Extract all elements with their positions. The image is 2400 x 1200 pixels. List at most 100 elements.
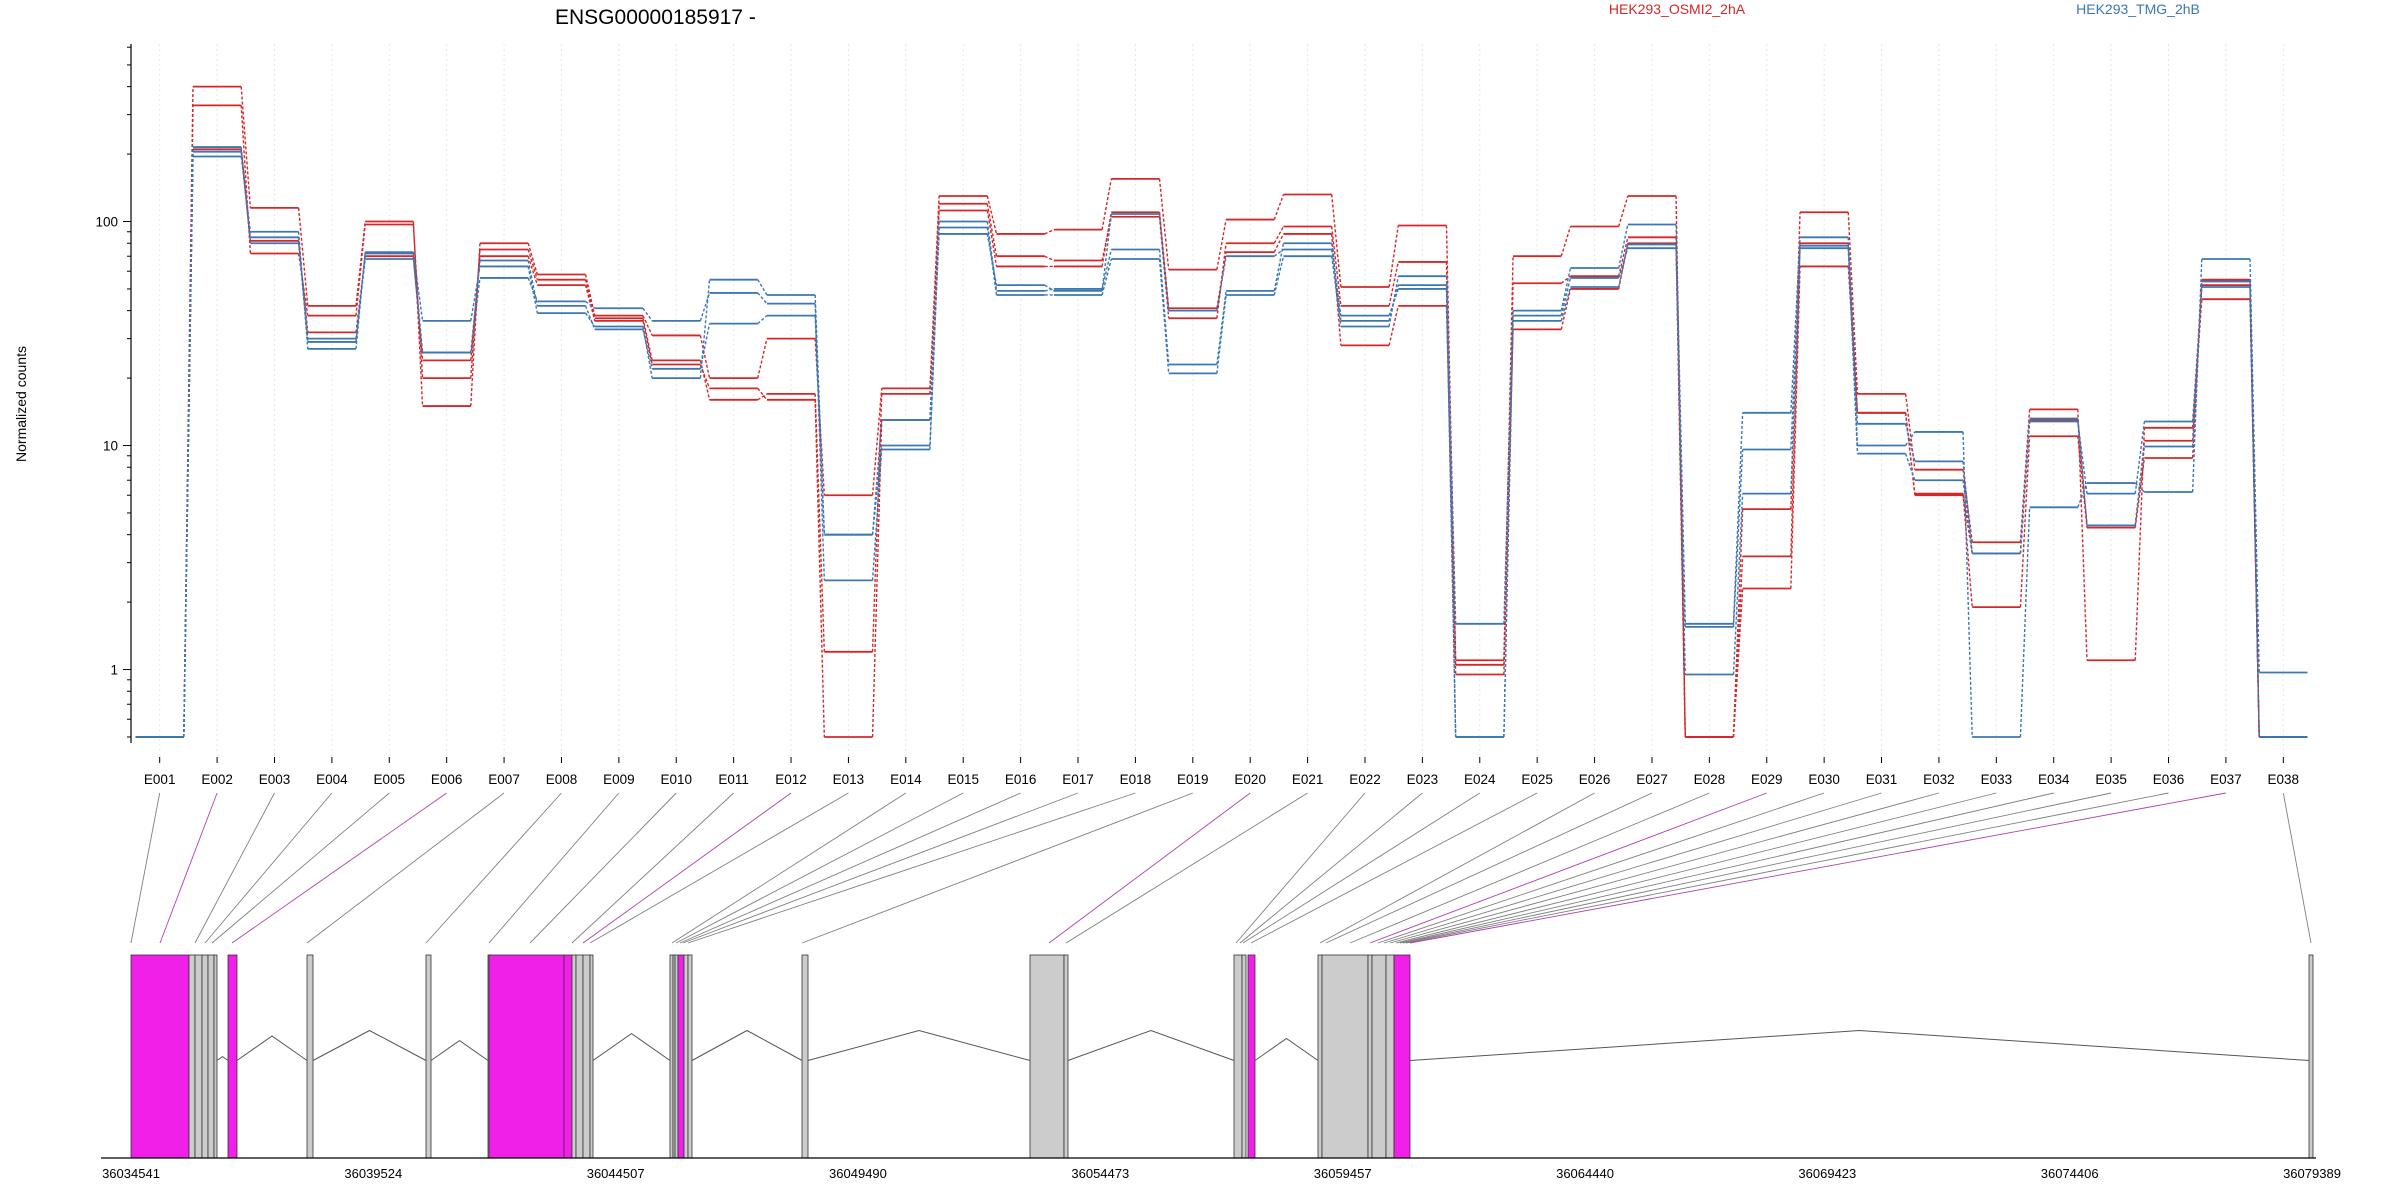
x-tick-label: E034 <box>2038 772 2070 787</box>
exon-block <box>1241 954 1247 1159</box>
series-connector <box>1331 256 1342 327</box>
series-connector <box>584 279 596 319</box>
series-connector <box>584 274 596 316</box>
x-tick-label: E025 <box>1521 772 1553 787</box>
series-connector <box>1503 310 1514 624</box>
x-tick-label: E022 <box>1349 772 1381 787</box>
x-axis-ticks: E001 E002 E003 E004 E005 E006 E007 E008 E009 E010… <box>144 757 2299 787</box>
x-tick-label: E003 <box>259 772 291 787</box>
series-connector <box>1331 194 1342 288</box>
series-connector <box>527 249 539 280</box>
intron-line <box>1067 1029 1235 1061</box>
series-connector <box>1847 243 1859 413</box>
series-connector <box>1101 178 1112 230</box>
x-tick-label: E012 <box>775 772 807 787</box>
series-connector <box>2134 421 2146 494</box>
exon-block <box>687 954 693 1159</box>
exon-connector <box>1389 792 1940 944</box>
series-connector <box>986 195 998 235</box>
series-connector <box>1044 284 1055 292</box>
exon-connector <box>682 792 1079 944</box>
exon-connector <box>159 792 218 944</box>
x-tick-label: E009 <box>603 772 635 787</box>
series-connector <box>814 393 826 652</box>
x-tick-label: E016 <box>1005 772 1037 787</box>
series-connector <box>699 292 711 322</box>
x-tick-label: E029 <box>1751 772 1783 787</box>
exon-connector <box>130 792 161 944</box>
exon-connector <box>306 792 505 944</box>
coordinate-label: 36059457 <box>1314 1166 1372 1181</box>
series-connector <box>642 318 653 361</box>
series-connector <box>1331 233 1342 346</box>
series-connector <box>1847 248 1859 454</box>
series-connector <box>2019 418 2031 554</box>
exon-block <box>1063 954 1069 1159</box>
exon-connectors <box>130 792 2312 944</box>
series-connector <box>757 338 768 379</box>
exon-block <box>1367 954 1373 1159</box>
series-connector <box>585 300 596 309</box>
gene-model <box>130 954 2314 1159</box>
series-connector <box>1847 212 1859 394</box>
series-connector <box>2019 436 2031 608</box>
series-connector <box>1503 283 1514 665</box>
legend-entry: HEK293_OSMI2_2hA <box>1609 1 1746 17</box>
series-connector <box>1273 243 1285 292</box>
series-connector <box>871 419 883 535</box>
exon-connector <box>1369 792 1767 944</box>
series-connector <box>2019 507 2031 738</box>
exon-block <box>2308 954 2314 1159</box>
series-connector <box>2077 418 2088 526</box>
exon-block <box>1029 954 1065 1159</box>
intron-line <box>592 1032 671 1061</box>
series-connector <box>1732 412 1744 624</box>
series-connector <box>814 315 826 535</box>
series-connector <box>986 233 998 286</box>
x-tick-label: E011 <box>718 772 749 787</box>
x-tick-label: E002 <box>201 772 233 787</box>
series-connector <box>1331 226 1342 306</box>
coordinate-label: 36074406 <box>2041 1166 2099 1181</box>
exon-connector <box>1399 792 2054 944</box>
series-connector <box>1158 213 1170 311</box>
exon-connector <box>571 792 734 944</box>
x-tick-label: E033 <box>1981 772 2013 787</box>
series-connector <box>240 151 252 244</box>
series-connector <box>1388 261 1399 307</box>
exon-block <box>306 954 314 1159</box>
intron-line <box>691 1029 803 1061</box>
series-connector <box>470 260 481 353</box>
y-tick-label: 1 <box>110 663 118 678</box>
x-tick-label: E006 <box>431 772 463 787</box>
exon-block <box>1321 954 1369 1159</box>
intron-line <box>216 1056 229 1061</box>
series-connector <box>1560 267 1572 311</box>
series-connector <box>527 266 539 314</box>
series-connector <box>1904 423 1916 462</box>
exon-block <box>669 954 674 1159</box>
series-connector <box>1273 194 1285 220</box>
coordinate-label: 36034541 <box>102 1166 160 1181</box>
series-connector <box>1273 256 1285 296</box>
series-connector <box>1388 225 1399 288</box>
exon-block <box>207 954 215 1159</box>
series-connector <box>1331 249 1342 316</box>
exon-connector <box>1377 792 1825 944</box>
exon-connector <box>1395 792 1997 944</box>
x-tick-label: E023 <box>1407 772 1439 787</box>
series-connector <box>2134 446 2146 526</box>
x-tick-label: E038 <box>2268 772 2300 787</box>
intron-line <box>1254 1037 1319 1061</box>
series-connector <box>814 303 826 581</box>
series-connector <box>1044 255 1055 262</box>
series-connector <box>412 253 424 353</box>
series-connector <box>2249 281 2260 737</box>
series-connector <box>1732 509 1744 738</box>
series-connector <box>871 393 883 652</box>
exon-connector <box>1402 792 2112 944</box>
series-connector <box>871 449 883 581</box>
series-connector <box>1962 480 1973 554</box>
exon-connector <box>801 792 1193 944</box>
series-connector <box>1158 178 1170 270</box>
